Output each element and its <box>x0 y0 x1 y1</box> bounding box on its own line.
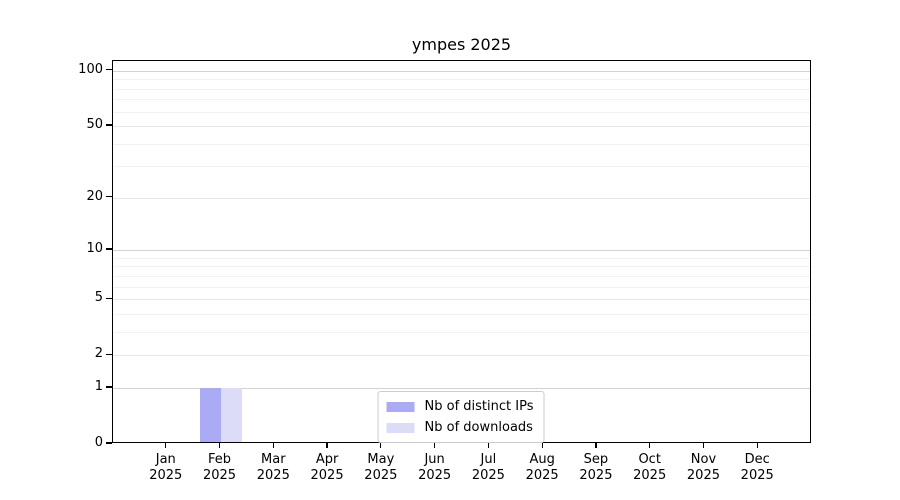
x-tick-month: Sep <box>583 452 609 467</box>
x-tick-label: Dec 2025 <box>717 452 797 484</box>
x-tick-year: 2025 <box>310 468 344 483</box>
x-tick-month: Dec <box>744 452 770 467</box>
legend-swatch-downloads-icon <box>386 422 415 433</box>
x-tick-label: Sep 2025 <box>556 452 636 484</box>
x-tick-year: 2025 <box>149 468 183 483</box>
x-tick-month: Oct <box>638 452 661 467</box>
y-axis-tick <box>106 442 112 444</box>
bar-nb-of-downloads-feb <box>220 387 242 442</box>
x-tick-label: Jan 2025 <box>126 452 206 484</box>
x-tick-month: Aug <box>529 452 555 467</box>
x-axis-tick <box>756 443 758 448</box>
chart-title: ympes 2025 <box>411 35 512 54</box>
y-axis-tick <box>106 124 112 126</box>
y-gridline-minor <box>113 275 810 277</box>
x-axis-tick <box>487 443 489 448</box>
y-gridline <box>113 197 810 199</box>
x-tick-year: 2025 <box>740 468 774 483</box>
x-tick-label: Aug 2025 <box>502 452 582 484</box>
x-tick-label: Oct 2025 <box>610 452 690 484</box>
y-gridline-minor <box>113 143 810 145</box>
x-tick-month: Mar <box>261 452 286 467</box>
y-gridline-minor <box>113 313 810 315</box>
x-tick-year: 2025 <box>525 468 559 483</box>
x-tick-year: 2025 <box>418 468 452 483</box>
y-tick-label: 1 <box>94 378 103 394</box>
x-tick-label: Feb 2025 <box>180 452 260 484</box>
x-tick-month: May <box>367 452 395 467</box>
plot-area <box>112 60 811 443</box>
y-gridline-minor <box>113 88 810 90</box>
x-axis-tick <box>380 443 382 448</box>
y-gridline-minor <box>113 286 810 288</box>
y-gridline <box>113 387 810 389</box>
x-tick-label: Nov 2025 <box>663 452 743 484</box>
legend-entry-distinct-ips: Nb of distinct IPs <box>386 397 534 416</box>
x-tick-year: 2025 <box>256 468 290 483</box>
x-tick-year: 2025 <box>579 468 613 483</box>
x-tick-month: Jun <box>424 452 445 467</box>
legend: Nb of distinct IPs Nb of downloads <box>377 391 545 443</box>
y-gridline-minor <box>113 331 810 333</box>
x-tick-label: Jul 2025 <box>448 452 528 484</box>
y-tick-label: 100 <box>78 61 103 77</box>
y-axis-tick <box>106 196 112 198</box>
x-tick-month: Jul <box>480 452 497 467</box>
x-tick-month: Nov <box>690 452 717 467</box>
y-gridline <box>113 126 810 128</box>
x-axis-tick <box>649 443 651 448</box>
y-tick-label: 10 <box>86 241 103 257</box>
x-axis-tick <box>595 443 597 448</box>
y-tick-label: 0 <box>94 435 103 450</box>
y-gridline-minor <box>113 166 810 168</box>
x-axis-tick <box>434 443 436 448</box>
y-axis-tick <box>106 297 112 299</box>
x-tick-year: 2025 <box>633 468 667 483</box>
y-tick-label: 5 <box>94 290 103 306</box>
x-tick-label: Mar 2025 <box>233 452 313 484</box>
x-axis-tick <box>165 443 167 448</box>
y-gridline <box>113 355 810 357</box>
x-tick-month: Feb <box>208 452 232 467</box>
legend-swatch-distinct-ips-icon <box>386 401 415 412</box>
x-tick-year: 2025 <box>364 468 398 483</box>
y-axis-tick <box>106 386 112 388</box>
y-gridline <box>113 299 810 301</box>
y-gridline-minor <box>113 266 810 268</box>
x-axis-tick <box>326 443 328 448</box>
x-tick-year: 2025 <box>202 468 237 483</box>
y-axis-tick <box>106 69 112 71</box>
y-gridline-minor <box>113 111 810 113</box>
y-tick-label: 2 <box>94 346 103 362</box>
y-gridline-minor <box>113 79 810 81</box>
y-tick-label: 20 <box>86 188 103 204</box>
x-tick-month: Jan <box>155 452 176 467</box>
x-tick-label: Apr 2025 <box>287 452 367 484</box>
x-axis-tick <box>218 443 221 448</box>
y-gridline-minor <box>113 257 810 259</box>
y-axis-tick <box>106 248 112 250</box>
y-gridline <box>113 250 810 252</box>
y-gridline-minor <box>113 99 810 101</box>
x-tick-month: Apr <box>315 452 339 467</box>
x-axis-tick <box>541 443 543 448</box>
x-tick-year: 2025 <box>686 468 720 483</box>
y-tick-label: 50 <box>86 117 103 133</box>
x-axis-tick <box>702 443 705 448</box>
x-tick-year: 2025 <box>471 468 505 483</box>
y-axis-tick <box>106 353 112 355</box>
legend-entry-downloads: Nb of downloads <box>386 418 534 437</box>
x-tick-label: Jun 2025 <box>395 452 475 484</box>
legend-label-distinct-ips: Nb of distinct IPs <box>424 399 534 414</box>
y-gridline <box>113 70 810 72</box>
bar-nb-of-distinct-ips-feb <box>199 387 221 442</box>
x-tick-label: May 2025 <box>341 452 421 484</box>
x-axis-tick <box>272 443 274 448</box>
legend-label-downloads: Nb of downloads <box>424 420 533 435</box>
